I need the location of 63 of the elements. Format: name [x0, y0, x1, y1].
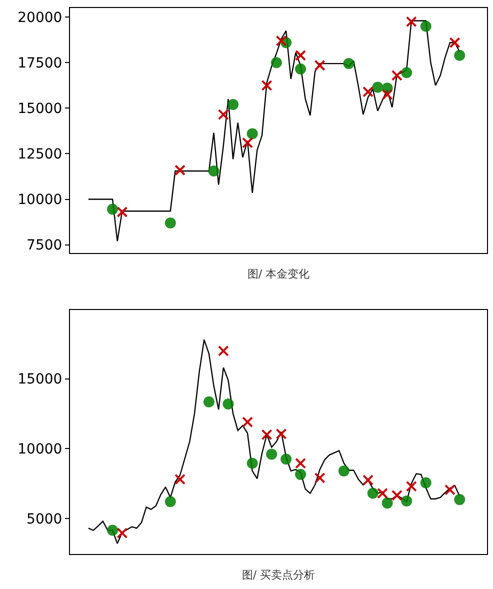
- point: [116, 528, 128, 539]
- point: [228, 99, 239, 110]
- point: [343, 58, 354, 70]
- point: [107, 204, 118, 215]
- point: [406, 480, 417, 492]
- point: [276, 428, 287, 440]
- point: [242, 416, 254, 428]
- point: [338, 465, 350, 476]
- point: [401, 67, 412, 78]
- point: [314, 472, 326, 484]
- point: [406, 16, 417, 28]
- point: [246, 128, 258, 140]
- point: [270, 57, 282, 68]
- point: [382, 498, 393, 509]
- point: [376, 488, 388, 499]
- point: [314, 60, 326, 71]
- point: [401, 495, 412, 506]
- point: [266, 448, 278, 460]
- point: [218, 109, 229, 120]
- x-axis-title: 图/ 本金变化: [247, 268, 310, 281]
- point: [295, 50, 306, 61]
- point: [454, 494, 466, 506]
- point: [295, 458, 306, 469]
- y-tick-label: 10000: [18, 192, 62, 208]
- point: [116, 206, 128, 218]
- point: [362, 86, 374, 98]
- point: [261, 429, 272, 440]
- point: [164, 496, 176, 508]
- point: [449, 37, 460, 48]
- point: [222, 398, 234, 410]
- point: [391, 490, 402, 501]
- point: [444, 484, 456, 496]
- point: [107, 524, 118, 536]
- point: [246, 458, 258, 469]
- y-tick-label: 15000: [18, 101, 62, 118]
- point: [276, 35, 287, 46]
- x-axis-title: 图/ 买卖点分析: [242, 568, 316, 582]
- point: [367, 488, 378, 499]
- point: [362, 474, 374, 486]
- y-tick-label: 10000: [18, 442, 62, 458]
- point: [295, 468, 306, 480]
- y-tick-label: 7500: [26, 238, 62, 254]
- y-tick-label: 5000: [26, 511, 62, 528]
- point: [174, 474, 186, 485]
- point: [218, 345, 229, 356]
- point: [261, 80, 272, 91]
- point: [382, 89, 393, 100]
- point: [391, 70, 402, 81]
- point: [208, 166, 220, 177]
- point: [420, 477, 432, 488]
- point: [174, 164, 186, 176]
- point: [295, 64, 306, 75]
- point: [420, 20, 432, 32]
- point: [242, 137, 254, 148]
- y-tick-label: 20000: [18, 10, 62, 26]
- point: [203, 396, 214, 408]
- point: [164, 217, 176, 228]
- point: [372, 82, 384, 93]
- y-tick-label: 12500: [18, 146, 62, 163]
- y-tick-label: 15000: [18, 372, 62, 388]
- y-tick-label: 17500: [18, 56, 62, 72]
- point: [454, 50, 466, 61]
- point: [280, 454, 292, 465]
